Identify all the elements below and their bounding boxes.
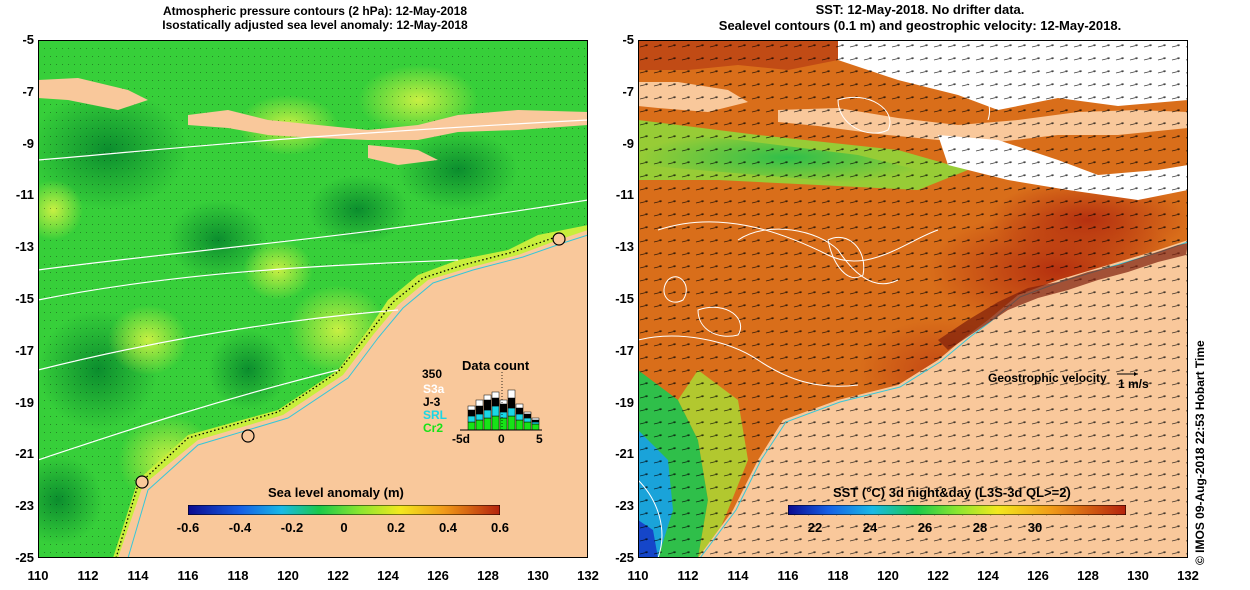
inset-bar — [523, 411, 532, 415]
sst-colorbar-tick: 26 — [917, 520, 933, 535]
inset-xtick-2: 0 — [498, 432, 505, 446]
x-tick-label: 118 — [227, 568, 249, 583]
y-tick-label: -15 — [15, 291, 34, 306]
x-tick-label: 126 — [427, 568, 449, 583]
x-tick-label: 118 — [827, 568, 849, 583]
left-map-frame — [38, 40, 588, 558]
x-tick-label: 122 — [327, 568, 349, 583]
inset-series-label: J-3 — [423, 395, 441, 409]
y-tick-label: -17 — [15, 342, 34, 358]
x-tick-label: 128 — [477, 568, 499, 583]
x-tick-label: 132 — [577, 568, 599, 583]
y-tick-label: -25 — [15, 550, 34, 565]
inset-xtick-3: 5 — [536, 432, 543, 446]
inset-bar — [467, 405, 476, 411]
sla-colorbar-tick: 0.2 — [386, 520, 406, 535]
sst-colorbar-tick: 30 — [1027, 520, 1043, 535]
y-tick-label: -25 — [615, 550, 634, 565]
sla-colorbar-tick: 0 — [340, 520, 348, 535]
x-tick-label: 116 — [177, 568, 199, 583]
sla-colorbar-tick: -0.6 — [176, 520, 200, 535]
sst-colorbar-tick: 22 — [807, 520, 823, 535]
y-tick-label: -11 — [15, 187, 34, 203]
right-title-line2: Sealevel contours (0.1 m) and geostrophi… — [718, 18, 1122, 33]
inset-ymax: 350 — [422, 367, 443, 381]
inset-bar — [531, 417, 540, 421]
x-tick-label: 110 — [27, 568, 49, 583]
sla-colorbar-label: Sea level anomaly (m) — [268, 485, 404, 500]
inset-bar — [515, 403, 524, 409]
y-tick-label: -23 — [615, 498, 634, 514]
y-tick-label: -9 — [22, 135, 34, 151]
x-tick-label: 124 — [377, 568, 399, 583]
inset-xtick-1: -5d — [452, 432, 470, 446]
inset-bar — [507, 389, 516, 399]
y-tick-label: -15 — [615, 291, 634, 306]
y-tick-label: -11 — [615, 187, 634, 203]
inset-bar — [499, 399, 508, 405]
velocity-scale-label: 1 m/s — [1118, 377, 1149, 391]
inset-series-label: S3a — [423, 382, 445, 396]
x-tick-label: 120 — [277, 568, 299, 583]
y-tick-label: -19 — [615, 394, 634, 410]
y-tick-label: -7 — [22, 83, 34, 99]
x-tick-label: 114 — [127, 568, 149, 583]
x-tick-label: 128 — [1077, 568, 1099, 583]
sst-colorbar — [788, 505, 1126, 515]
sea-level-anomaly-map — [38, 40, 588, 558]
y-tick-label: -5 — [622, 32, 634, 47]
inset-bar — [491, 391, 500, 399]
x-tick-label: 112 — [677, 568, 699, 583]
sla-colorbar-tick: 0.4 — [438, 520, 458, 535]
imos-credit: © IMOS 09-Aug-2018 22:53 Hobart Time — [1193, 340, 1207, 565]
right-map-frame — [638, 40, 1188, 558]
right-title-line1: SST: 12-May-2018. No drifter data. — [815, 2, 1025, 17]
inset-series-label: Cr2 — [423, 421, 444, 435]
inset-bar — [475, 399, 484, 407]
velocity-legend-label: Geostrophic velocity — [988, 371, 1107, 385]
y-tick-label: -17 — [615, 342, 634, 358]
x-tick-label: 130 — [527, 568, 549, 583]
y-tick-label: -21 — [615, 446, 634, 462]
y-tick-label: -21 — [15, 446, 34, 462]
velocity-scale-arrow — [1117, 372, 1138, 376]
x-tick-label: 110 — [627, 568, 649, 583]
sla-colorbar-tick: 0.6 — [490, 520, 510, 535]
inset-bar — [483, 394, 492, 401]
y-tick-label: -13 — [615, 239, 634, 255]
x-tick-label: 114 — [727, 568, 749, 583]
x-tick-label: 132 — [1177, 568, 1199, 583]
sla-colorbar-tick: -0.2 — [280, 520, 304, 535]
sst-colorbar-tick: 28 — [972, 520, 988, 535]
y-tick-label: -5 — [22, 32, 34, 47]
x-tick-label: 124 — [977, 568, 999, 583]
sst-colorbar-tick: 24 — [862, 520, 878, 535]
x-tick-label: 130 — [1127, 568, 1149, 583]
x-tick-label: 120 — [877, 568, 899, 583]
y-tick-label: -7 — [622, 83, 634, 99]
x-tick-label: 122 — [927, 568, 949, 583]
sla-colorbar-tick: -0.4 — [228, 520, 252, 535]
x-tick-label: 112 — [77, 568, 99, 583]
left-title-line1: Atmospheric pressure contours (2 hPa): 1… — [162, 4, 468, 18]
x-tick-label: 116 — [777, 568, 799, 583]
y-tick-label: -23 — [15, 498, 34, 514]
inset-title: Data count — [462, 358, 530, 373]
x-tick-label: 126 — [1027, 568, 1049, 583]
sst-velocity-map — [638, 40, 1188, 558]
y-tick-label: -19 — [15, 394, 34, 410]
y-tick-label: -13 — [15, 239, 34, 255]
sst-colorbar-label: SST (°C) 3d night&day (L3S-3d QL>=2) — [833, 485, 1071, 500]
y-tick-label: -9 — [622, 135, 634, 151]
data-count-inset — [460, 372, 542, 431]
inset-series-label: SRL — [423, 408, 447, 422]
sla-colorbar — [188, 505, 500, 515]
left-title-line2: Isostatically adjusted sea level anomaly… — [162, 18, 468, 32]
